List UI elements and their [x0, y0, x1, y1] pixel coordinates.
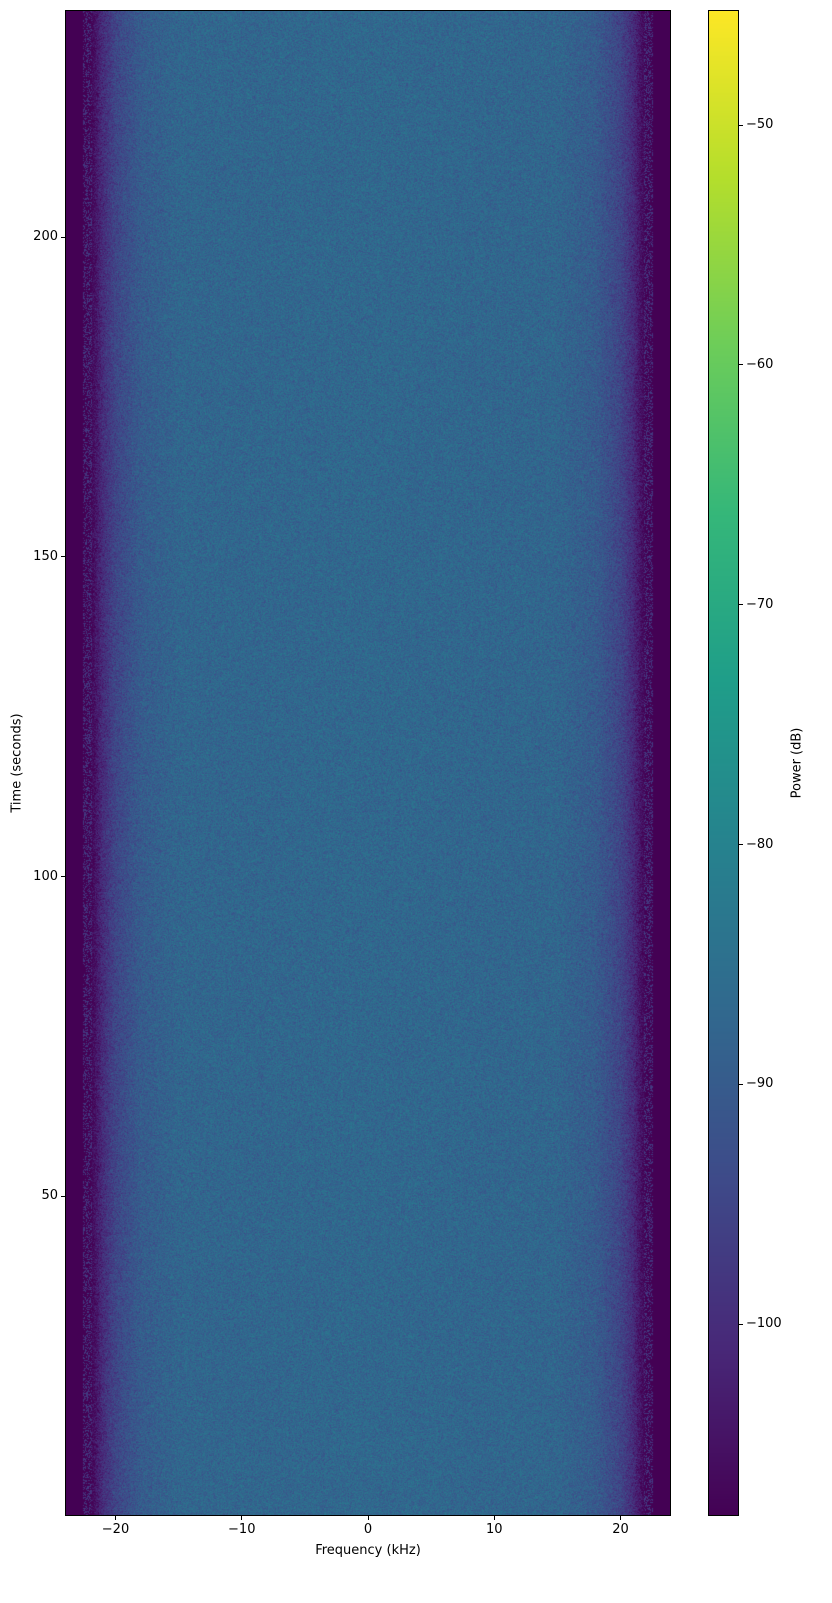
colorbar-tick-mark [739, 1324, 743, 1325]
x-tick-label: 0 [364, 1522, 372, 1537]
y-axis-label: Time (seconds) [10, 713, 25, 812]
x-tick-mark [368, 1516, 369, 1520]
y-tick-mark [61, 237, 65, 238]
colorbar-tick-label: −80 [746, 837, 773, 852]
x-tick-label: 20 [612, 1522, 629, 1537]
colorbar-tick-label: −90 [746, 1076, 773, 1091]
colorbar-tick-mark [739, 604, 743, 605]
colorbar-tick-mark [739, 125, 743, 126]
x-tick-label: −20 [102, 1522, 129, 1537]
x-axis-label: Frequency (kHz) [315, 1543, 421, 1558]
y-tick-label: 150 [33, 549, 58, 564]
colorbar-tick-mark [739, 364, 743, 365]
x-tick-mark [115, 1516, 116, 1520]
x-tick-label: −10 [228, 1522, 255, 1537]
colorbar-label: Power (dB) [790, 728, 805, 799]
x-tick-mark [241, 1516, 242, 1520]
y-tick-label: 200 [33, 229, 58, 244]
x-tick-mark [494, 1516, 495, 1520]
colorbar-tick-label: −50 [746, 117, 773, 132]
y-tick-label: 50 [41, 1188, 58, 1203]
y-tick-mark [61, 876, 65, 877]
colorbar-tick-label: −100 [746, 1316, 782, 1331]
y-tick-label: 100 [33, 869, 58, 884]
y-tick-mark [61, 556, 65, 557]
colorbar-tick-mark [739, 844, 743, 845]
colorbar-frame [708, 10, 739, 1516]
colorbar-tick-mark [739, 1084, 743, 1085]
y-tick-mark [61, 1196, 65, 1197]
colorbar-tick-label: −60 [746, 357, 773, 372]
x-tick-mark [620, 1516, 621, 1520]
colorbar-tick-label: −70 [746, 597, 773, 612]
x-tick-label: 10 [486, 1522, 503, 1537]
plot-frame [65, 10, 671, 1516]
